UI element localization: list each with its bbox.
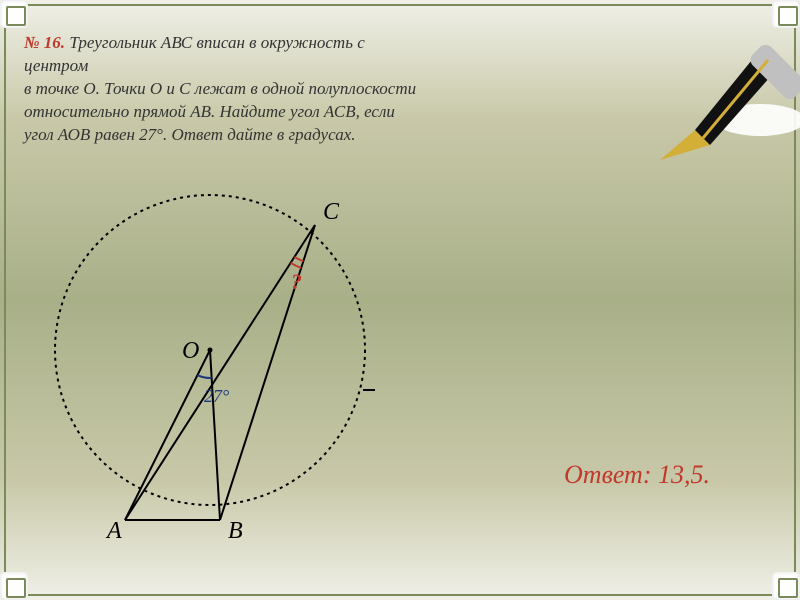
problem-statement: № 16. Треугольник АВС вписан в окружност…	[24, 32, 776, 147]
svg-text:B: B	[228, 518, 243, 544]
problem-line: относительно прямой АВ. Найдите угол АСВ…	[24, 102, 395, 121]
svg-text:27°: 27°	[204, 386, 229, 406]
problem-number: № 16.	[24, 33, 65, 52]
svg-text:O: O	[182, 338, 199, 364]
corner-decoration	[772, 572, 800, 600]
answer-text: Ответ: 13,5.	[564, 460, 710, 490]
problem-line: Треугольник АВС вписан в окружность с	[69, 33, 364, 52]
problem-line: угол АОВ равен 27°. Ответ дайте в градус…	[24, 125, 356, 144]
problem-line: центром	[24, 56, 88, 75]
geometry-figure: 27°? O A B C	[20, 175, 400, 575]
corner-decoration	[0, 0, 28, 28]
corner-decoration	[0, 572, 28, 600]
svg-text:A: A	[105, 518, 122, 544]
problem-line: в точке О. Точки О и С лежат в одной пол…	[24, 79, 416, 98]
svg-text:C: C	[323, 199, 340, 225]
svg-text:?: ?	[291, 269, 302, 294]
corner-decoration	[772, 0, 800, 28]
